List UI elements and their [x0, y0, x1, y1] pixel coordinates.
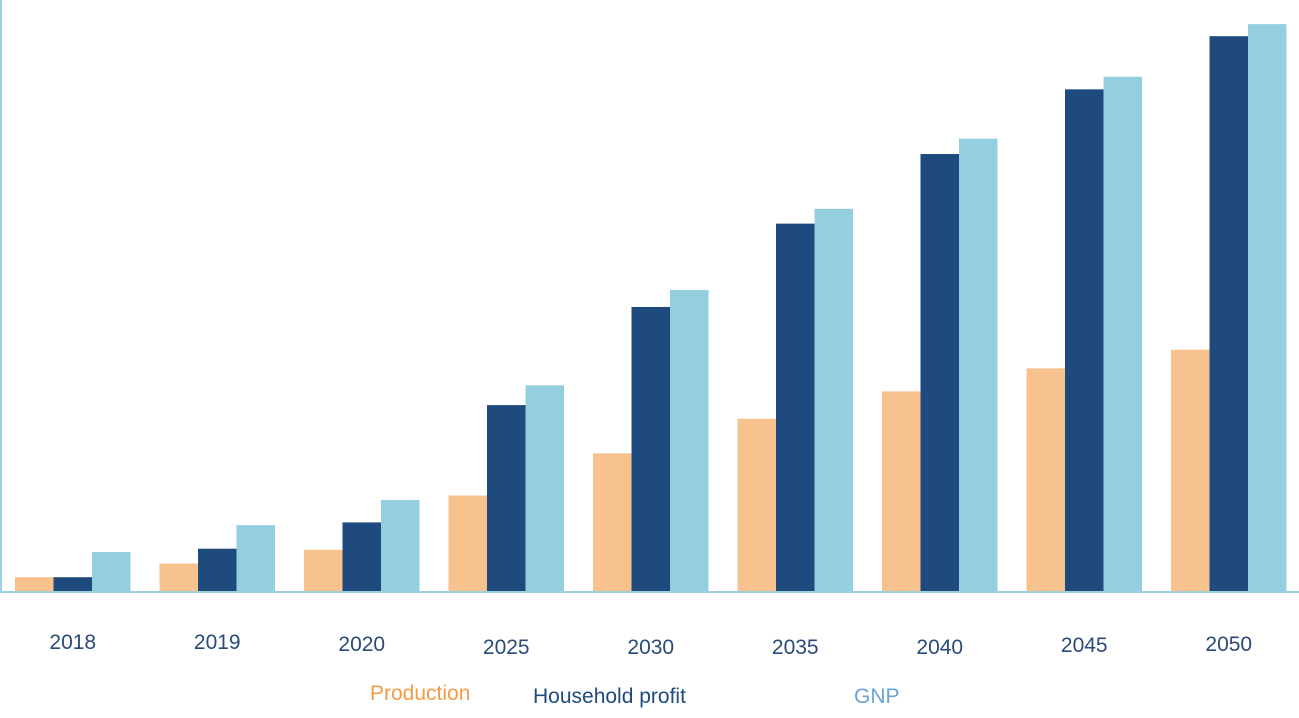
bar-household-profit-2019 — [198, 548, 237, 592]
x-tick-label: 2040 — [916, 636, 963, 659]
bar-gnp-2035 — [814, 208, 853, 592]
x-tick-label: 2020 — [338, 633, 385, 656]
x-tick-label: 2035 — [772, 636, 819, 659]
x-tick-label: 2018 — [49, 631, 96, 654]
bar-production-2045 — [1026, 368, 1065, 592]
x-tick-labels: 2018 2019 2020 2025 2030 2035 2040 2045 2050 — [49, 631, 1252, 659]
bar-production-2035 — [737, 418, 776, 592]
legend-item-production: Production — [370, 682, 470, 705]
bar-production-2018 — [15, 577, 54, 592]
x-tick-label: 2019 — [194, 631, 241, 654]
legend-item-household-profit: Household profit — [533, 685, 686, 708]
bar-gnp-2019 — [236, 525, 275, 592]
legend-item-gnp: GNP — [854, 685, 900, 708]
legend: Production Household profit GNP — [370, 682, 900, 708]
bars-group — [15, 24, 1287, 593]
bar-household-profit-2045 — [1065, 89, 1104, 592]
bar-household-profit-2040 — [920, 154, 959, 592]
bar-gnp-2050 — [1248, 24, 1287, 593]
bar-gnp-2030 — [670, 289, 709, 592]
bar-household-profit-2030 — [631, 306, 670, 592]
bar-gnp-2045 — [1103, 76, 1142, 593]
bar-gnp-2025 — [525, 385, 564, 592]
bar-production-2019 — [159, 563, 198, 592]
x-tick-label: 2030 — [627, 636, 674, 659]
bar-household-profit-2035 — [776, 223, 815, 592]
bar-production-2040 — [882, 391, 921, 592]
bar-household-profit-2025 — [487, 405, 526, 592]
bar-gnp-2018 — [92, 551, 131, 592]
bar-household-profit-2018 — [53, 577, 92, 592]
x-tick-label: 2050 — [1205, 633, 1252, 656]
bar-household-profit-2020 — [342, 522, 381, 592]
bar-production-2025 — [448, 495, 487, 592]
bar-gnp-2020 — [381, 499, 420, 592]
bar-household-profit-2050 — [1209, 36, 1248, 593]
bar-production-2030 — [593, 453, 632, 592]
bar-gnp-2040 — [959, 138, 998, 592]
x-tick-label: 2025 — [483, 636, 530, 659]
bar-production-2020 — [304, 549, 343, 592]
x-tick-label: 2045 — [1061, 634, 1108, 657]
bar-production-2050 — [1171, 349, 1210, 592]
